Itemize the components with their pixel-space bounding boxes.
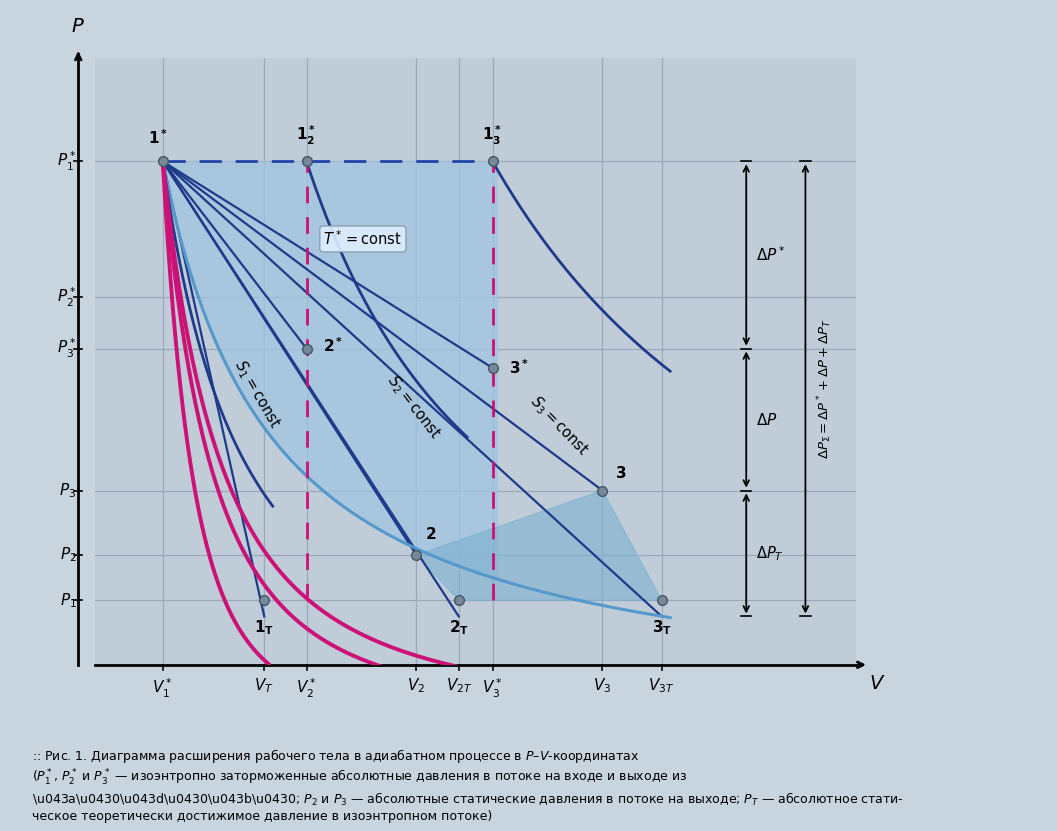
- Text: $\Delta P$: $\Delta P$: [757, 411, 778, 428]
- Text: $\mathbf{3_T}$: $\mathbf{3_T}$: [652, 618, 671, 637]
- Text: $V_{2T}$: $V_{2T}$: [446, 676, 471, 695]
- Text: $V_3$: $V_3$: [593, 676, 612, 695]
- Polygon shape: [416, 490, 662, 600]
- Text: $V_2^*$: $V_2^*$: [296, 676, 317, 700]
- Text: $S_2 = \mathrm{const}$: $S_2 = \mathrm{const}$: [383, 371, 444, 442]
- Text: $V_{3T}$: $V_{3T}$: [649, 676, 674, 695]
- Text: $\mathbf{1_3^*}$: $\mathbf{1_3^*}$: [482, 124, 503, 147]
- Text: $V_2$: $V_2$: [407, 676, 426, 695]
- Text: $\mathbf{2}$: $\mathbf{2}$: [425, 526, 437, 542]
- Text: $V$: $V$: [869, 675, 886, 694]
- Text: $P_3^*$: $P_3^*$: [57, 337, 76, 360]
- Text: $\mathbf{3}$: $\mathbf{3}$: [615, 465, 627, 481]
- Text: $P_1$: $P_1$: [59, 591, 76, 610]
- Text: $\Delta P_\Sigma = \Delta P^* + \Delta P + \Delta P_T$: $\Delta P_\Sigma = \Delta P^* + \Delta P…: [816, 318, 834, 460]
- Text: $V_1^*$: $V_1^*$: [152, 676, 173, 700]
- Text: :: Рис. 1. Диаграмма расширения рабочего тела в адиабатном процессе в $P$–$V$-ко: :: Рис. 1. Диаграмма расширения рабочего…: [32, 747, 904, 823]
- Text: $\mathbf{1^*}$: $\mathbf{1^*}$: [148, 129, 169, 147]
- Text: $P_3$: $P_3$: [59, 481, 76, 500]
- Text: $\mathbf{2^*}$: $\mathbf{2^*}$: [323, 336, 344, 355]
- Text: $\mathbf{1_T}$: $\mathbf{1_T}$: [255, 618, 274, 637]
- Text: $\mathbf{1_2^*}$: $\mathbf{1_2^*}$: [296, 124, 317, 147]
- Text: $P_1^*$: $P_1^*$: [57, 150, 76, 173]
- Text: $\Delta P_T$: $\Delta P_T$: [757, 544, 784, 563]
- Text: $\mathbf{2_T}$: $\mathbf{2_T}$: [449, 618, 468, 637]
- Text: $V_T$: $V_T$: [255, 676, 274, 695]
- Text: $\mathbf{3^*}$: $\mathbf{3^*}$: [509, 359, 530, 377]
- Text: $P_2^*$: $P_2^*$: [57, 285, 76, 308]
- Text: $V_3^*$: $V_3^*$: [482, 676, 503, 700]
- Text: $P_2$: $P_2$: [59, 546, 76, 564]
- Text: $P$: $P$: [72, 17, 85, 36]
- Text: $T^* = \mathrm{const}$: $T^* = \mathrm{const}$: [323, 229, 403, 248]
- Text: $S_1 = \mathrm{const}$: $S_1 = \mathrm{const}$: [230, 356, 284, 431]
- Text: $S_3 = \mathrm{const}$: $S_3 = \mathrm{const}$: [526, 392, 592, 460]
- Text: $\Delta P^*$: $\Delta P^*$: [757, 246, 786, 264]
